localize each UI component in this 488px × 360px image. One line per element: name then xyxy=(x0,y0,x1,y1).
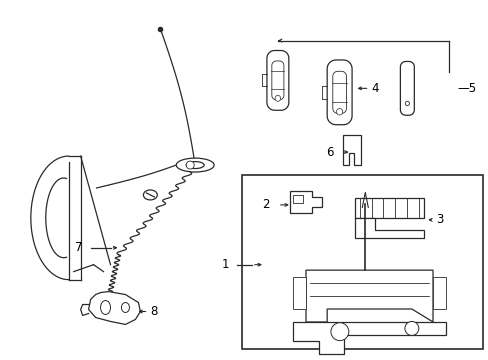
Text: 2: 2 xyxy=(262,198,269,211)
Polygon shape xyxy=(271,61,284,100)
Ellipse shape xyxy=(186,161,194,169)
Text: 4: 4 xyxy=(371,82,378,95)
Bar xyxy=(242,175,482,349)
Ellipse shape xyxy=(143,190,157,200)
Polygon shape xyxy=(354,218,424,238)
Text: 3: 3 xyxy=(435,213,443,226)
Ellipse shape xyxy=(330,323,348,341)
Ellipse shape xyxy=(121,302,129,312)
Ellipse shape xyxy=(404,321,418,336)
Ellipse shape xyxy=(275,95,280,101)
Ellipse shape xyxy=(405,101,408,105)
Text: —5: —5 xyxy=(456,82,475,95)
Polygon shape xyxy=(326,60,351,125)
Polygon shape xyxy=(332,71,346,113)
Polygon shape xyxy=(88,292,140,324)
Polygon shape xyxy=(400,62,413,115)
Text: 1: 1 xyxy=(221,258,228,271)
Polygon shape xyxy=(266,50,288,110)
Polygon shape xyxy=(293,276,305,309)
Ellipse shape xyxy=(101,301,110,315)
Ellipse shape xyxy=(336,108,342,115)
Polygon shape xyxy=(305,270,432,322)
Text: 8: 8 xyxy=(150,305,158,318)
Polygon shape xyxy=(342,135,360,165)
Polygon shape xyxy=(289,191,321,213)
Text: 7: 7 xyxy=(75,241,82,254)
Polygon shape xyxy=(432,276,445,309)
Ellipse shape xyxy=(176,158,214,172)
Ellipse shape xyxy=(186,162,203,168)
Bar xyxy=(354,198,424,218)
Text: 6: 6 xyxy=(325,145,333,159)
Bar xyxy=(292,195,302,203)
Polygon shape xyxy=(293,322,445,354)
